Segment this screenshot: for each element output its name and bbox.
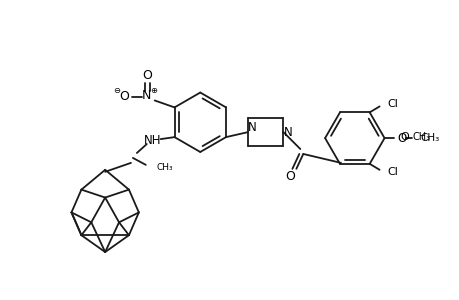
Text: CH₃: CH₃ [420, 133, 438, 143]
Text: CH₃: CH₃ [157, 163, 173, 172]
Text: NH: NH [144, 134, 161, 147]
Text: ⊖: ⊖ [113, 86, 120, 95]
Text: N: N [142, 89, 151, 102]
Text: O: O [141, 69, 151, 82]
Text: ⊕: ⊕ [150, 86, 157, 95]
Text: O: O [285, 170, 295, 183]
Text: O: O [119, 90, 129, 103]
Text: N: N [247, 121, 256, 134]
Text: O: O [399, 132, 408, 142]
Text: Cl: Cl [386, 99, 397, 110]
Text: Cl: Cl [386, 167, 397, 177]
Text: O: O [397, 132, 406, 145]
Text: N: N [284, 126, 292, 139]
Text: CH₃: CH₃ [411, 132, 430, 142]
